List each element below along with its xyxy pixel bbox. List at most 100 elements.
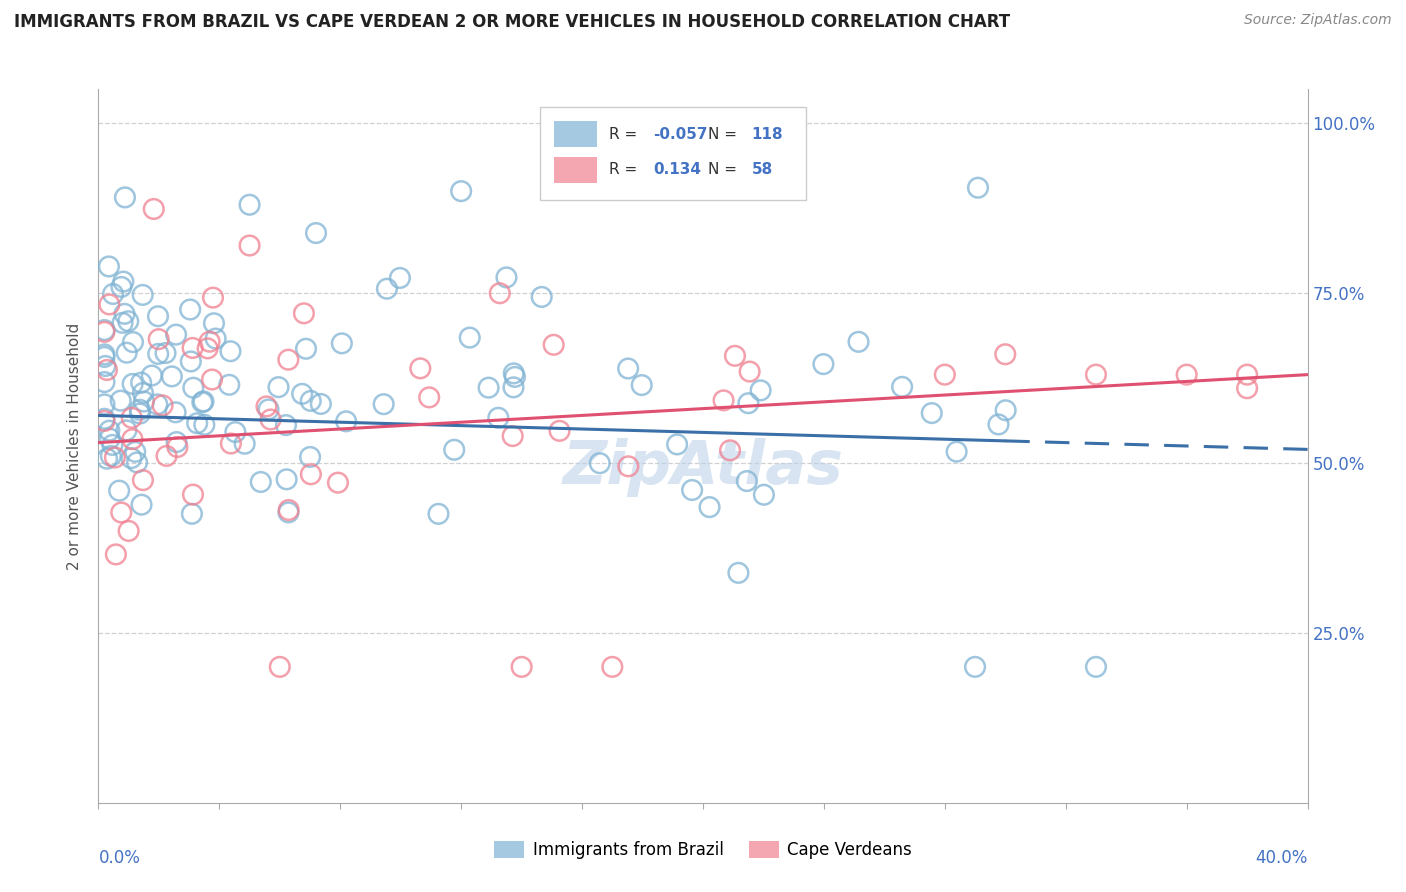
Point bbox=[121, 376, 143, 391]
Point bbox=[891, 380, 914, 394]
Point bbox=[193, 417, 215, 432]
Point bbox=[330, 336, 353, 351]
Point bbox=[713, 393, 735, 408]
Point bbox=[295, 342, 318, 356]
Point bbox=[309, 397, 332, 411]
Point bbox=[617, 459, 640, 474]
Point bbox=[738, 365, 761, 379]
Point bbox=[112, 275, 135, 289]
Text: 0.0%: 0.0% bbox=[98, 849, 141, 867]
Point bbox=[277, 505, 299, 519]
Point bbox=[132, 473, 155, 487]
Point bbox=[166, 440, 188, 454]
Point bbox=[299, 393, 322, 408]
Point bbox=[101, 287, 124, 301]
Point bbox=[127, 455, 149, 469]
Point bbox=[93, 412, 115, 426]
Point bbox=[110, 280, 132, 294]
Point bbox=[269, 660, 291, 674]
Point bbox=[450, 184, 472, 198]
Point bbox=[160, 369, 183, 384]
Point bbox=[98, 424, 121, 438]
Point bbox=[98, 297, 121, 311]
Point bbox=[93, 350, 115, 364]
Point bbox=[502, 429, 524, 443]
Point bbox=[256, 400, 278, 414]
Point bbox=[699, 500, 721, 515]
Point bbox=[666, 437, 689, 451]
Point bbox=[104, 548, 127, 562]
Text: N =: N = bbox=[707, 162, 742, 178]
Text: Source: ZipAtlas.com: Source: ZipAtlas.com bbox=[1244, 13, 1392, 28]
Point bbox=[204, 332, 226, 346]
Y-axis label: 2 or more Vehicles in Household: 2 or more Vehicles in Household bbox=[67, 322, 83, 570]
Point bbox=[94, 359, 117, 373]
Point bbox=[96, 363, 118, 377]
Point bbox=[219, 436, 242, 450]
Point bbox=[277, 352, 299, 367]
Point bbox=[179, 302, 201, 317]
Point bbox=[115, 345, 138, 359]
Point bbox=[735, 474, 758, 488]
Text: N =: N = bbox=[707, 127, 742, 142]
Point bbox=[132, 386, 155, 401]
Point bbox=[486, 410, 509, 425]
Text: 118: 118 bbox=[751, 127, 783, 142]
Point bbox=[945, 444, 967, 458]
Point bbox=[737, 396, 759, 410]
Point bbox=[131, 498, 153, 512]
Point bbox=[727, 566, 749, 580]
Point bbox=[181, 487, 204, 501]
Point bbox=[589, 456, 612, 470]
Point bbox=[128, 402, 150, 417]
Point bbox=[93, 397, 115, 411]
Point bbox=[292, 306, 315, 320]
Point bbox=[488, 286, 510, 301]
Point bbox=[155, 449, 177, 463]
Point bbox=[249, 475, 271, 489]
Point bbox=[291, 387, 314, 401]
Point bbox=[180, 354, 202, 368]
Point bbox=[495, 270, 517, 285]
Point bbox=[934, 368, 956, 382]
Point bbox=[121, 410, 143, 425]
Text: 0.134: 0.134 bbox=[654, 162, 702, 178]
Point bbox=[224, 425, 246, 439]
Point bbox=[752, 488, 775, 502]
Point bbox=[259, 412, 281, 426]
Point bbox=[115, 423, 138, 437]
Point bbox=[201, 291, 224, 305]
Point bbox=[848, 334, 870, 349]
Point bbox=[148, 332, 170, 346]
Point bbox=[198, 334, 221, 349]
Point bbox=[503, 370, 526, 384]
Point bbox=[183, 381, 205, 395]
Point bbox=[152, 398, 174, 412]
Point bbox=[749, 384, 772, 398]
Point bbox=[1085, 368, 1108, 382]
Point bbox=[93, 325, 115, 339]
Point bbox=[114, 307, 136, 321]
Point bbox=[409, 361, 432, 376]
Text: 58: 58 bbox=[751, 162, 773, 178]
Point bbox=[201, 372, 224, 386]
Text: ZipAtlas: ZipAtlas bbox=[562, 438, 844, 497]
Point bbox=[335, 414, 357, 428]
Point bbox=[813, 357, 835, 371]
Point bbox=[1085, 660, 1108, 674]
Point bbox=[141, 368, 163, 383]
Point bbox=[299, 450, 322, 464]
Point bbox=[724, 349, 747, 363]
Point bbox=[122, 334, 145, 349]
Point bbox=[191, 395, 214, 409]
Point bbox=[111, 316, 134, 330]
Point bbox=[129, 407, 152, 421]
Text: 40.0%: 40.0% bbox=[1256, 849, 1308, 867]
Point bbox=[148, 347, 170, 361]
Point bbox=[110, 393, 132, 408]
Point bbox=[375, 282, 398, 296]
Text: IMMIGRANTS FROM BRAZIL VS CAPE VERDEAN 2 OR MORE VEHICLES IN HOUSEHOLD CORRELATI: IMMIGRANTS FROM BRAZIL VS CAPE VERDEAN 2… bbox=[14, 13, 1010, 31]
Point bbox=[131, 288, 153, 302]
Point bbox=[110, 506, 132, 520]
Point bbox=[180, 507, 202, 521]
